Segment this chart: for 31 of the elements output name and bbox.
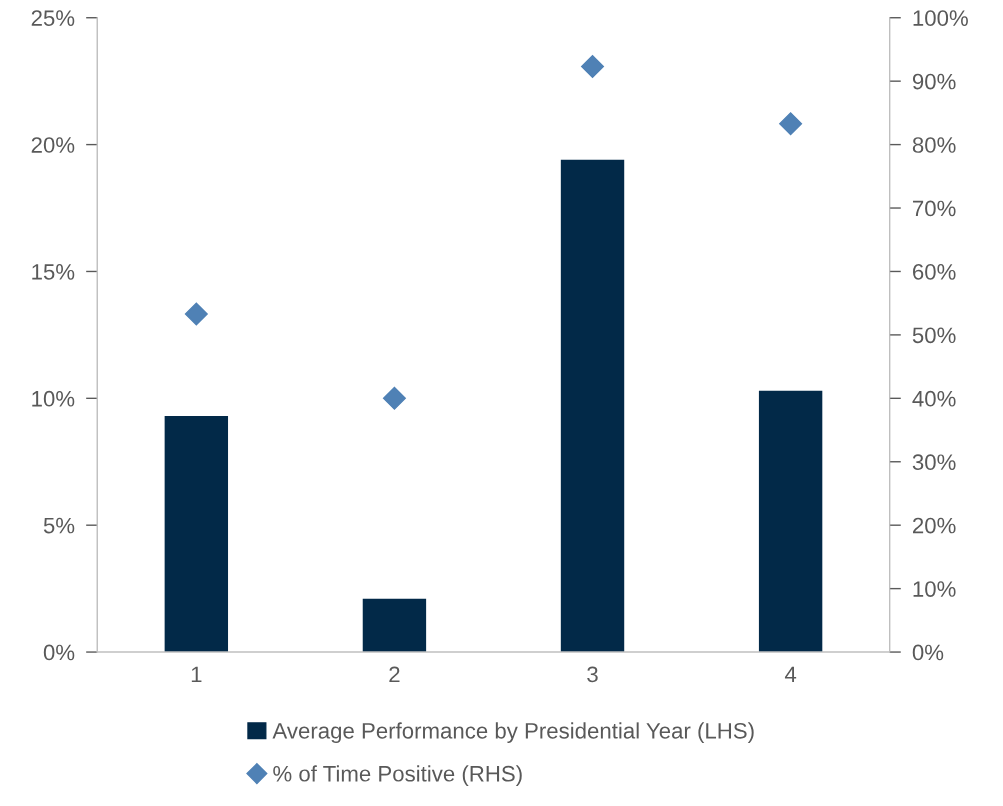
y2-tick-label: 20% [913, 517, 956, 534]
bar [758, 390, 823, 653]
bar [362, 598, 427, 653]
y-tick-label: 10% [32, 390, 75, 407]
legend-label: Average Performance by Presidential Year (LHS) [272, 722, 754, 744]
x-tick-label: 1 [191, 666, 202, 683]
y2-tick-label: 10% [913, 581, 956, 597]
y2-tick-label: 30% [912, 454, 956, 471]
y2-tick-label: 80% [912, 137, 956, 153]
y2-tick-label: 0% [912, 644, 944, 661]
y-tick-label: 0% [43, 644, 75, 661]
y2-tick-label: 40% [912, 390, 956, 407]
y-tick-label: 25% [31, 10, 75, 26]
x-tick-label: 4 [784, 666, 797, 683]
y-tick-label: 5% [43, 517, 75, 534]
y-tick-label: 15% [32, 264, 75, 280]
y2-tick-label: 100% [913, 10, 968, 26]
bar [164, 416, 229, 653]
y2-tick-label: 50% [912, 327, 956, 344]
y-tick-label: 20% [31, 137, 75, 153]
point [581, 55, 605, 79]
point [184, 302, 208, 326]
y2-tick-label: 60% [913, 264, 956, 280]
point [779, 112, 803, 136]
y2-tick-label: 70% [913, 200, 956, 217]
point [382, 386, 406, 410]
legend-label: % of Time Positive (RHS) [273, 765, 522, 786]
x-tick-label: 3 [587, 666, 598, 683]
y2-tick-label: 90% [912, 73, 956, 90]
x-tick-label: 2 [389, 666, 400, 683]
bar [560, 159, 625, 653]
